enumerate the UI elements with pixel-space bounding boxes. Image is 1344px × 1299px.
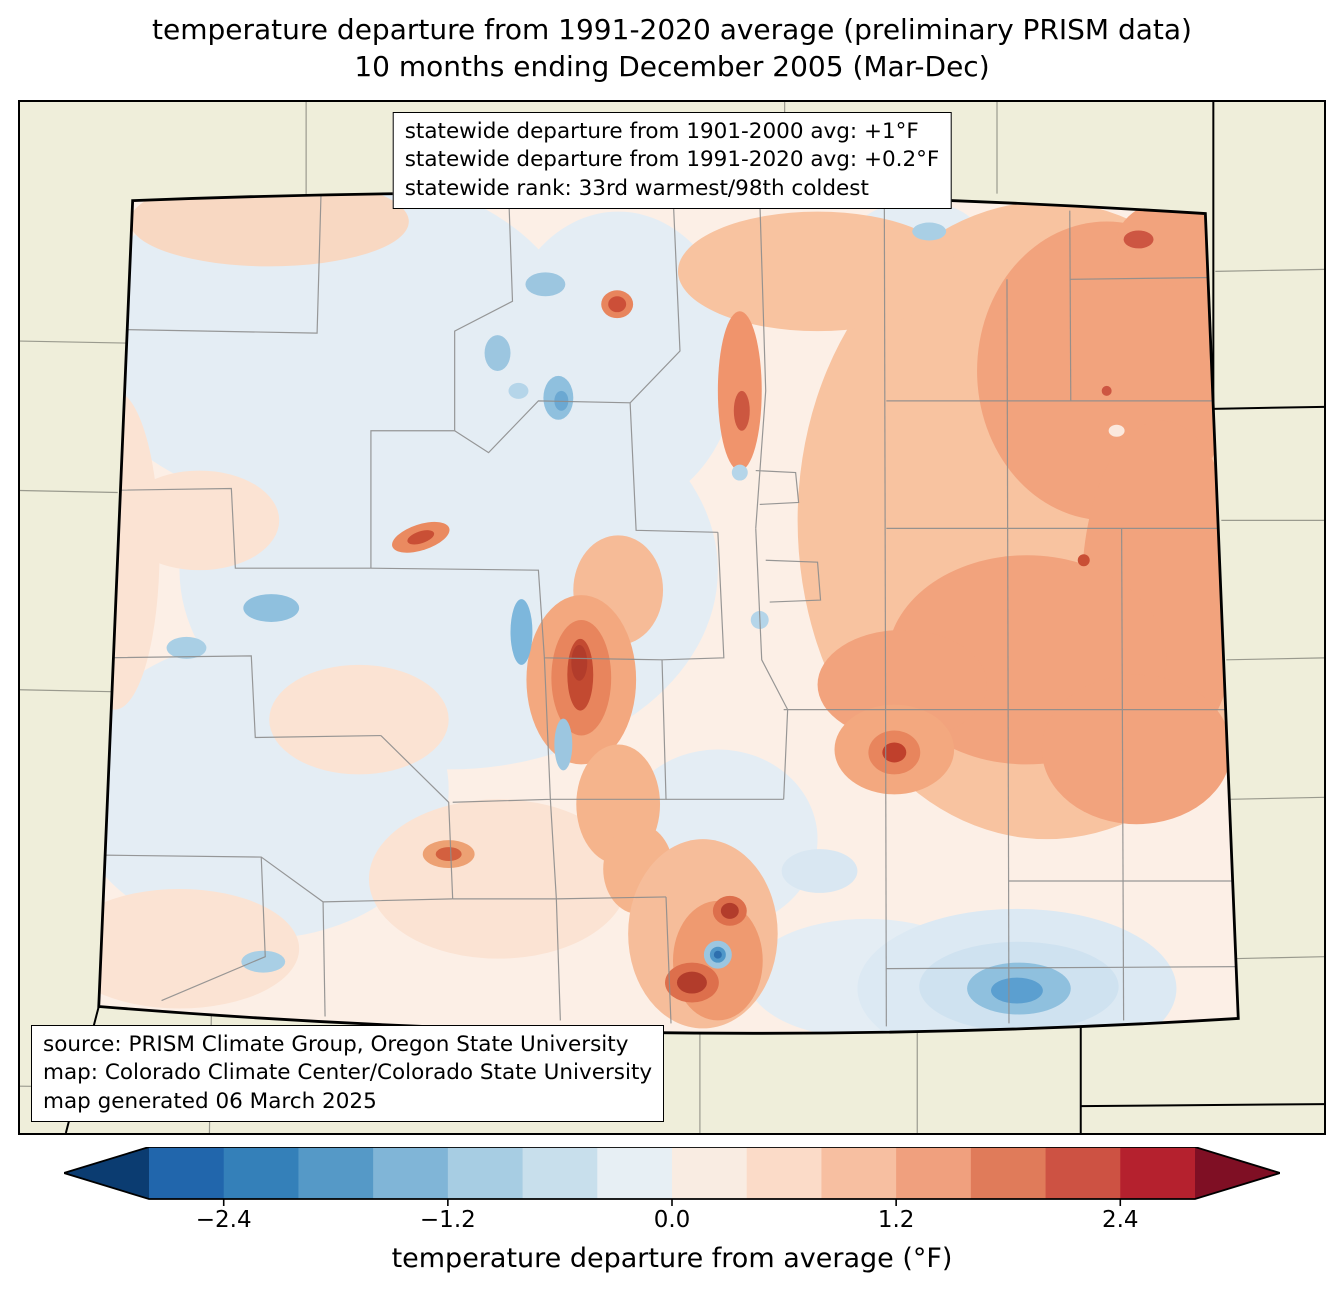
stats-line-1: statewide departure from 1901-2000 avg: … [404, 119, 919, 144]
county-lines [99, 192, 1237, 1027]
stats-line-2: statewide departure from 1991-2020 avg: … [404, 147, 940, 173]
source-line-1: source: PRISM Climate Group, Oregon Stat… [43, 1031, 629, 1057]
source-line-2: map: Colorado Climate Center/Colorado St… [43, 1060, 653, 1086]
temperature-anomaly-field [98, 192, 1239, 1034]
colorbar-tick-label: −1.2 [419, 1207, 476, 1233]
title-line-1: temperature departure from 1991-2020 ave… [152, 13, 1192, 46]
colorbar-tick-labels: −2.4 −1.2 0.0 1.2 2.4 [64, 1207, 1280, 1237]
figure-title: temperature departure from 1991-2020 ave… [0, 12, 1344, 86]
map-frame: statewide departure from 1901-2000 avg: … [18, 100, 1326, 1135]
colorado-temperature-map [20, 102, 1324, 1133]
title-line-2: 10 months ending December 2005 (Mar-Dec) [354, 49, 990, 83]
statewide-stats-box: statewide departure from 1901-2000 avg: … [392, 112, 952, 210]
stats-line-3: statewide rank: 33rd warmest/98th coldes… [404, 175, 869, 201]
colorbar-tick-label: 0.0 [653, 1207, 691, 1233]
colorbar-tick-label: 2.4 [1101, 1207, 1139, 1233]
colorbar [64, 1147, 1280, 1206]
colorbar-tick-label: −2.4 [195, 1207, 252, 1233]
source-credit-box: source: PRISM Climate Group, Oregon Stat… [31, 1024, 665, 1122]
colorbar-axis-label: temperature departure from average (°F) [391, 1243, 953, 1274]
source-line-3: map generated 06 March 2025 [43, 1088, 377, 1114]
colorbar-tick-label: 1.2 [877, 1207, 915, 1233]
